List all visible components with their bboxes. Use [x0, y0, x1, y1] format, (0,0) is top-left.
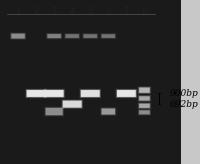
FancyBboxPatch shape — [10, 32, 26, 40]
FancyBboxPatch shape — [44, 107, 64, 116]
FancyBboxPatch shape — [138, 86, 151, 94]
FancyBboxPatch shape — [139, 96, 150, 101]
FancyBboxPatch shape — [47, 33, 62, 39]
FancyBboxPatch shape — [45, 90, 64, 97]
FancyBboxPatch shape — [84, 34, 97, 38]
FancyBboxPatch shape — [66, 34, 79, 38]
FancyBboxPatch shape — [44, 89, 64, 98]
FancyBboxPatch shape — [11, 33, 25, 39]
FancyBboxPatch shape — [64, 33, 80, 39]
Text: 3: 3 — [51, 7, 57, 16]
Text: 900bp: 900bp — [170, 89, 198, 98]
FancyBboxPatch shape — [138, 96, 150, 101]
Text: 7: 7 — [124, 7, 129, 16]
FancyBboxPatch shape — [102, 109, 115, 114]
FancyBboxPatch shape — [62, 100, 82, 108]
FancyBboxPatch shape — [139, 104, 150, 108]
FancyBboxPatch shape — [80, 89, 101, 98]
FancyBboxPatch shape — [46, 108, 63, 115]
FancyBboxPatch shape — [65, 34, 80, 39]
FancyBboxPatch shape — [138, 110, 150, 115]
Text: 8: 8 — [142, 7, 147, 16]
FancyBboxPatch shape — [138, 102, 151, 109]
FancyBboxPatch shape — [138, 109, 151, 116]
Text: 692bp: 692bp — [170, 100, 198, 109]
FancyBboxPatch shape — [138, 95, 151, 102]
FancyBboxPatch shape — [80, 89, 100, 98]
FancyBboxPatch shape — [81, 90, 100, 97]
FancyBboxPatch shape — [25, 89, 47, 98]
FancyBboxPatch shape — [26, 89, 46, 98]
FancyBboxPatch shape — [63, 101, 82, 108]
Text: 4: 4 — [70, 7, 75, 16]
FancyBboxPatch shape — [138, 103, 150, 109]
FancyBboxPatch shape — [83, 34, 98, 39]
FancyBboxPatch shape — [101, 108, 116, 115]
FancyBboxPatch shape — [82, 33, 98, 39]
FancyBboxPatch shape — [11, 34, 25, 38]
FancyBboxPatch shape — [117, 90, 136, 97]
Text: 1: 1 — [15, 7, 21, 16]
Text: 5: 5 — [88, 7, 93, 16]
FancyBboxPatch shape — [45, 107, 63, 116]
Text: 6: 6 — [106, 7, 111, 16]
Text: 2: 2 — [33, 7, 39, 16]
FancyBboxPatch shape — [102, 34, 115, 38]
FancyBboxPatch shape — [139, 110, 150, 114]
FancyBboxPatch shape — [138, 87, 150, 93]
FancyBboxPatch shape — [101, 34, 116, 39]
FancyBboxPatch shape — [100, 33, 116, 39]
FancyBboxPatch shape — [43, 89, 65, 98]
FancyBboxPatch shape — [27, 90, 45, 97]
FancyBboxPatch shape — [61, 99, 83, 109]
FancyBboxPatch shape — [116, 89, 137, 98]
FancyBboxPatch shape — [116, 89, 136, 98]
FancyBboxPatch shape — [47, 34, 61, 38]
FancyBboxPatch shape — [139, 88, 150, 93]
FancyBboxPatch shape — [46, 33, 62, 39]
FancyBboxPatch shape — [100, 107, 116, 116]
